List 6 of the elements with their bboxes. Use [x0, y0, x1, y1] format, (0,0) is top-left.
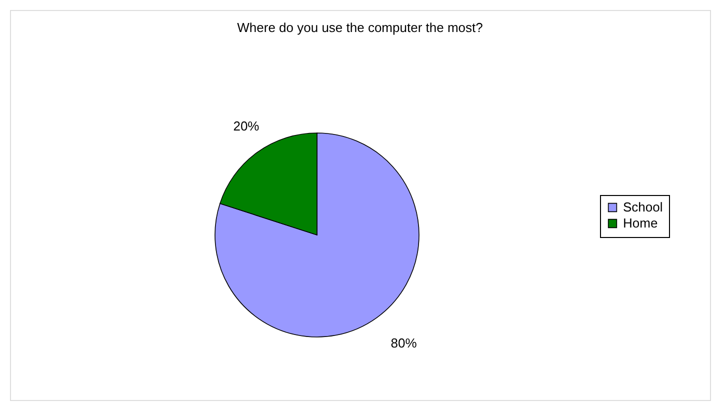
data-label: 80% — [390, 335, 418, 350]
legend-label: Home — [623, 216, 658, 230]
data-label: 20% — [233, 118, 260, 134]
legend-label: School — [623, 200, 663, 214]
pie-slice — [214, 132, 420, 338]
chart-title: Where do you use the computer the most? — [237, 20, 483, 35]
